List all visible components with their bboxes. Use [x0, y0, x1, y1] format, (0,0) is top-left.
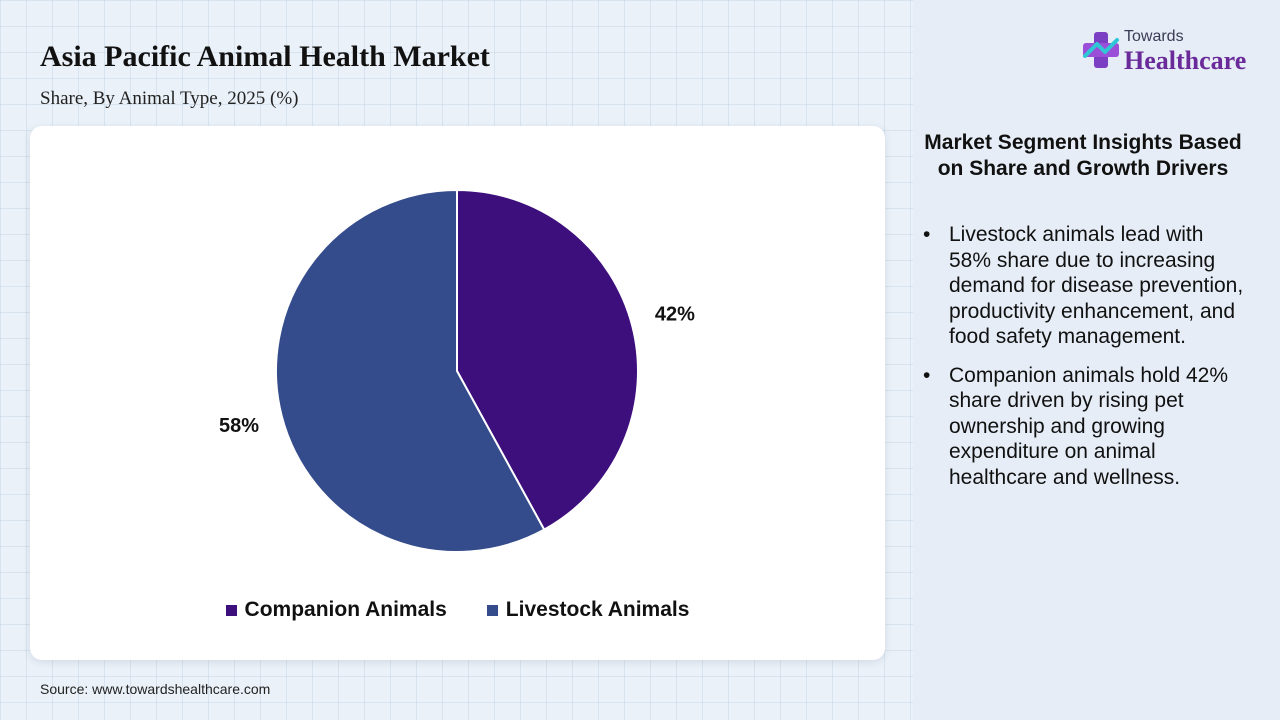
logo-text-healthcare: Healthcare — [1124, 46, 1247, 75]
insights-title: Market Segment Insights Based on Share a… — [924, 131, 1242, 180]
legend-swatch-companion — [225, 604, 237, 616]
brand-logo[interactable]: Towards Healthcare — [1081, 26, 1261, 78]
insight-item-companion: • Companion animals hold 42% share drive… — [921, 363, 1251, 491]
insights-list: • Livestock animals lead with 58% share … — [921, 222, 1251, 503]
pie-label-livestock: 58% — [219, 415, 259, 437]
pie-slice-companion — [456, 188, 639, 531]
insight-text-companion: Companion animals hold 42% share driven … — [949, 363, 1228, 489]
insights-panel: Towards Healthcare Market Segment Insigh… — [913, 0, 1280, 720]
pie-label-companion: 42% — [655, 303, 695, 325]
chart-subtitle: Share, By Animal Type, 2025 (%) — [40, 88, 299, 109]
logo-text-towards: Towards — [1124, 28, 1184, 45]
health-cross-icon — [1083, 32, 1119, 68]
source-note: Source: www.towardshealthcare.com — [40, 681, 271, 697]
legend-item-livestock: Livestock Animals — [486, 598, 690, 622]
pie-chart: 42% 58% — [219, 188, 695, 553]
legend-item-companion: Companion Animals — [225, 598, 447, 622]
bullet-icon: • — [923, 223, 931, 246]
pie-slice-livestock — [275, 188, 546, 553]
insight-text-livestock: Livestock animals lead with 58% share du… — [949, 223, 1244, 348]
legend-swatch-livestock — [486, 604, 498, 616]
chart-card: 42% 58% Companion Animals Livestock Anima… — [30, 126, 885, 660]
bullet-icon: • — [923, 363, 931, 387]
legend-label-companion: Companion Animals — [244, 598, 447, 621]
legend-label-livestock: Livestock Animals — [505, 598, 690, 621]
insight-item-livestock: • Livestock animals lead with 58% share … — [921, 222, 1251, 350]
chart-legend: Companion Animals Livestock Animals — [30, 598, 885, 622]
chart-title: Asia Pacific Animal Health Market — [40, 40, 490, 73]
